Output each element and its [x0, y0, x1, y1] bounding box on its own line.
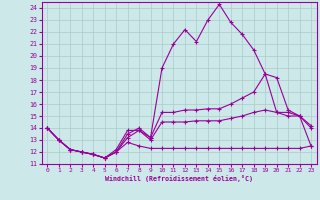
X-axis label: Windchill (Refroidissement éolien,°C): Windchill (Refroidissement éolien,°C): [105, 175, 253, 182]
